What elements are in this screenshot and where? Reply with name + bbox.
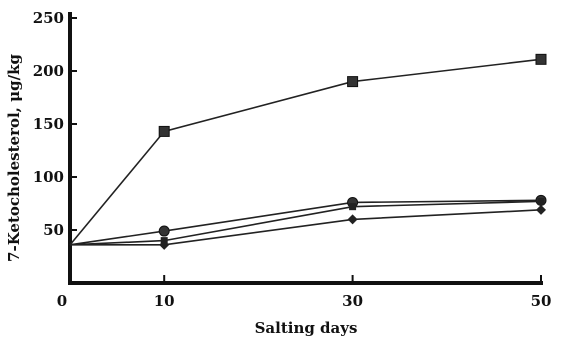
data-point bbox=[537, 197, 545, 205]
data-point bbox=[347, 76, 359, 88]
y-tick-label: 200 bbox=[33, 62, 64, 80]
series-1 bbox=[69, 53, 547, 246]
x-axis-title: Salting days bbox=[255, 319, 358, 337]
series-line bbox=[69, 200, 542, 246]
data-point bbox=[536, 204, 546, 215]
x-tick-label: 30 bbox=[342, 292, 363, 310]
data-point bbox=[158, 125, 170, 137]
x-tick-label: 50 bbox=[531, 292, 552, 310]
data-point bbox=[349, 203, 357, 211]
y-axis-title: 7-Ketocholesterol, μg/kg bbox=[5, 54, 23, 262]
data-point bbox=[158, 225, 170, 237]
series-layer bbox=[69, 53, 547, 250]
y-tick-label: 250 bbox=[33, 9, 64, 27]
series-4 bbox=[70, 204, 546, 250]
series-3 bbox=[69, 197, 545, 246]
x-tick-label: 10 bbox=[154, 292, 175, 310]
x-tick-label: 0 bbox=[57, 292, 67, 310]
y-tick-label: 50 bbox=[43, 221, 64, 239]
data-point bbox=[535, 53, 547, 65]
data-point bbox=[159, 239, 170, 250]
data-point bbox=[347, 214, 358, 225]
ticks-layer: 50 100 150 200 250 0 10 30 50 bbox=[33, 9, 552, 310]
y-tick-label: 100 bbox=[33, 168, 64, 186]
series-line bbox=[69, 58, 542, 246]
series-line bbox=[69, 199, 542, 246]
axes bbox=[68, 12, 543, 285]
series-line bbox=[70, 209, 542, 246]
y-tick-label: 150 bbox=[33, 115, 64, 133]
